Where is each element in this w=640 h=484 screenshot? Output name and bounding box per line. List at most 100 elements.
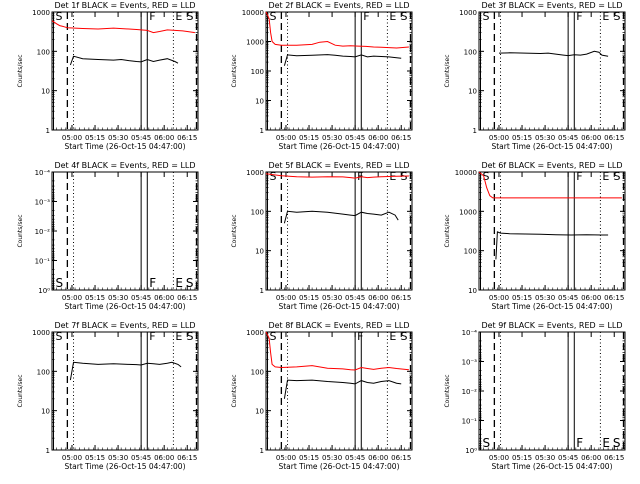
chart-title: Det 6f BLACK = Events, RED = LLD [481, 161, 622, 170]
x-axis-label: Start Time (26-Oct-15 04:47:00) [491, 462, 612, 471]
chart-panel-1: Det 1f BLACK = Events, RED = LLD 1 10 100 10… [17, 1, 199, 151]
series-line-black [69, 55, 179, 66]
y-axis-label: Counts/sec [17, 54, 24, 87]
x-tick-label: 05:30 [322, 454, 342, 462]
y-tick-label: 1000 [32, 9, 50, 17]
x-tick-label: 06:15 [391, 134, 411, 142]
series-line-black [69, 361, 182, 381]
x-tick-label: 06:00 [581, 294, 601, 302]
y-tick-label: 10⁻³ [462, 359, 478, 367]
x-tick-label: 05:45 [558, 134, 578, 142]
y-tick-label: 10⁻⁴ [35, 169, 51, 177]
x-tick-label: 05:45 [345, 294, 365, 302]
x-tick-label: 06:15 [391, 454, 411, 462]
x-tick-label: 06:00 [581, 454, 601, 462]
chart-panel-2: Det 2f BLACK = Events, RED = LLD 1 10 100 10… [231, 1, 413, 151]
y-tick-label: 10⁻¹ [462, 418, 478, 426]
y-tick-label: 10⁻² [35, 228, 51, 236]
x-tick-label: 06:00 [154, 134, 174, 142]
x-tick-label: 06:00 [368, 454, 388, 462]
x-tick-label: 05:45 [345, 454, 365, 462]
event-marker-label: S [270, 330, 277, 343]
event-marker-label: E [602, 170, 609, 183]
event-marker-label: S [613, 436, 621, 450]
event-marker-label: E [175, 330, 182, 343]
y-axis-label: Counts/sec [444, 374, 451, 407]
y-tick-label: 10⁻⁴ [462, 329, 478, 337]
event-marker-label: F [576, 10, 582, 23]
x-axis-label: Start Time (26-Oct-15 04:47:00) [64, 302, 185, 311]
plot-frame [265, 171, 413, 291]
chart-panel-5: Det 5f BLACK = Events, RED = LLD 1 10 100 10… [231, 161, 413, 311]
event-marker-label: S [270, 170, 277, 183]
x-tick-label: 06:00 [368, 134, 388, 142]
y-tick-label: 10 [255, 98, 264, 106]
x-tick-label: 05:00 [489, 454, 509, 462]
x-tick-label: 05:00 [276, 134, 296, 142]
event-marker-label: S [614, 170, 621, 183]
event-marker-label: E [175, 10, 182, 23]
x-tick-label: 05:30 [535, 134, 555, 142]
x-tick-label: 05:00 [276, 454, 296, 462]
plot-frame [51, 11, 199, 131]
x-tick-label: 05:15 [85, 134, 105, 142]
y-tick-label: 10⁻¹ [35, 258, 51, 266]
x-tick-label: 05:45 [345, 134, 365, 142]
chart-panel-9: Det 9f BLACK = Events, RED = LLD 10⁰ 10⁻¹ 1… [444, 321, 626, 471]
x-tick-label: 06:15 [177, 294, 197, 302]
event-marker-label: F [149, 276, 156, 290]
x-tick-label: 05:15 [512, 134, 532, 142]
y-tick-label: 10 [468, 287, 477, 295]
series-line-black [283, 210, 399, 224]
event-marker-label: E [389, 330, 396, 343]
series-line-red [265, 331, 409, 371]
series-line-black [498, 50, 609, 57]
event-marker-label: S [270, 10, 277, 23]
x-tick-label: 06:15 [177, 134, 197, 142]
x-tick-label: 05:45 [558, 454, 578, 462]
x-axis-label: Start Time (26-Oct-15 04:47:00) [278, 142, 399, 151]
chart-title: Det 2f BLACK = Events, RED = LLD [268, 1, 409, 10]
x-tick-label: 05:45 [558, 294, 578, 302]
x-tick-label: 05:30 [322, 294, 342, 302]
chart-panel-6: Det 6f BLACK = Events, RED = LLD 10 100 100… [444, 161, 626, 311]
chart-title: Det 9f BLACK = Events, RED = LLD [481, 321, 622, 330]
x-tick-label: 06:15 [177, 454, 197, 462]
y-tick-label: 100 [464, 48, 477, 56]
y-tick-label: 10⁰ [465, 447, 477, 455]
event-marker-label: F [363, 10, 369, 23]
event-marker-label: S [187, 330, 194, 343]
y-tick-label: 10 [41, 408, 50, 416]
series-line-red [265, 173, 409, 179]
plot-frame [51, 331, 199, 451]
x-axis-label: Start Time (26-Oct-15 04:47:00) [491, 142, 612, 151]
x-tick-label: 05:30 [108, 454, 128, 462]
event-marker-label: F [149, 330, 155, 343]
x-tick-label: 05:30 [535, 454, 555, 462]
x-tick-label: 05:15 [299, 454, 319, 462]
y-tick-label: 10 [468, 88, 477, 96]
y-axis-label: Counts/sec [231, 374, 238, 407]
chart-title: Det 1f BLACK = Events, RED = LLD [54, 1, 195, 10]
x-tick-label: 06:00 [154, 294, 174, 302]
event-marker-label: S [186, 276, 194, 290]
y-axis-label: Counts/sec [17, 374, 24, 407]
series-line-red [478, 171, 622, 199]
y-tick-label: 1000 [246, 169, 264, 177]
x-axis-label: Start Time (26-Oct-15 04:47:00) [64, 142, 185, 151]
y-tick-label: 1 [46, 127, 50, 135]
x-tick-label: 05:45 [131, 294, 151, 302]
event-marker-label: E [175, 276, 183, 290]
x-tick-label: 06:15 [604, 294, 624, 302]
x-tick-label: 05:15 [512, 454, 532, 462]
event-marker-label: F [357, 330, 363, 343]
event-marker-label: S [56, 10, 63, 23]
x-tick-label: 05:15 [299, 134, 319, 142]
event-marker-label: S [483, 10, 490, 23]
x-tick-label: 06:15 [604, 454, 624, 462]
y-tick-label: 10 [41, 88, 50, 96]
chart-title: Det 8f BLACK = Events, RED = LLD [268, 321, 409, 330]
event-marker-label: S [56, 276, 64, 290]
y-tick-label: 1 [473, 127, 477, 135]
